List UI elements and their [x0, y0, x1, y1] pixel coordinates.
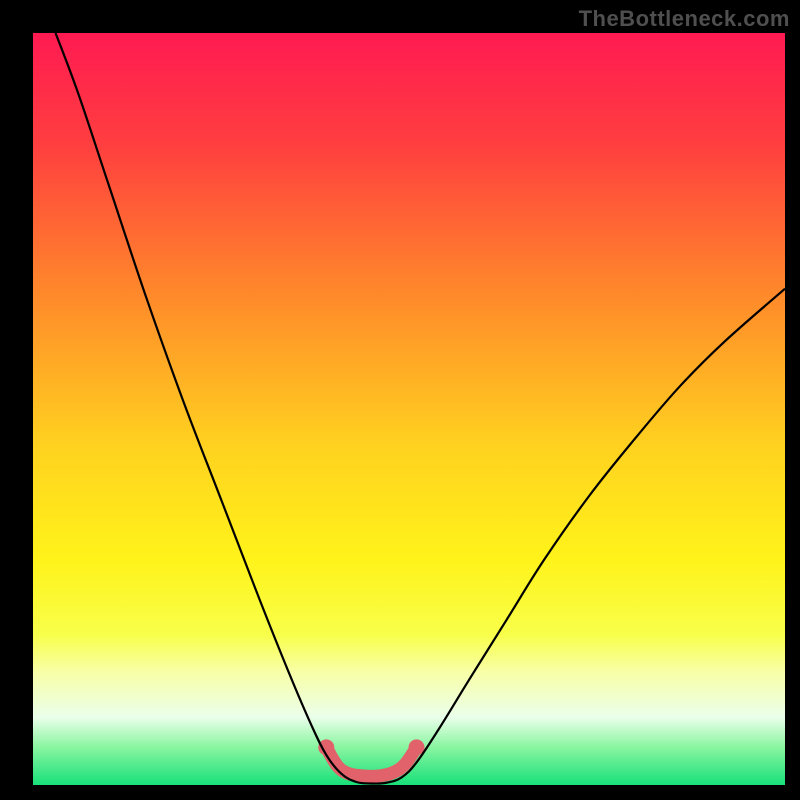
watermark-label: TheBottleneck.com	[579, 6, 790, 32]
plot-background	[33, 33, 785, 785]
bottleneck-curve-chart	[33, 33, 785, 785]
plot-area	[33, 33, 785, 785]
chart-frame: TheBottleneck.com	[0, 0, 800, 800]
